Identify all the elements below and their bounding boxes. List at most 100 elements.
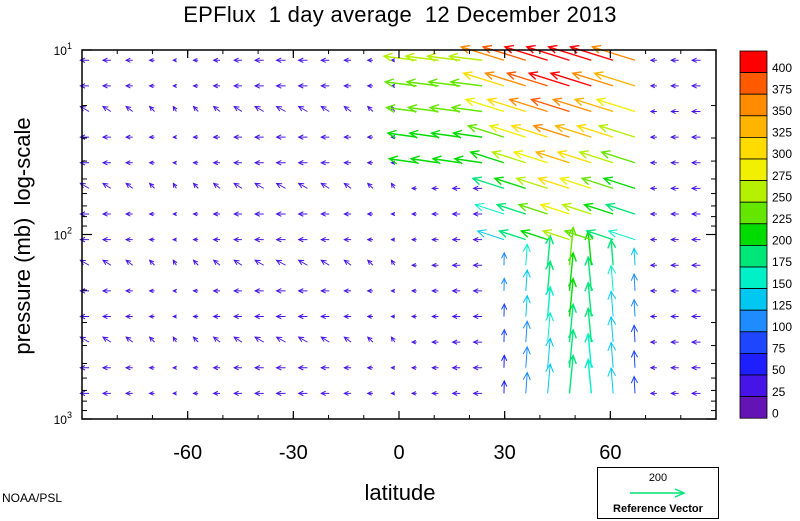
flux-vector	[367, 183, 374, 189]
flux-vector-head	[405, 78, 416, 88]
colorbar-box	[739, 244, 768, 268]
flux-vector	[562, 204, 592, 215]
flux-vector-head	[233, 259, 240, 266]
flux-vector	[452, 106, 483, 113]
flux-vector	[298, 182, 308, 189]
colorbar: 4003753503253002752502252001751501251007…	[739, 50, 792, 420]
flux-vector-head	[79, 288, 86, 294]
flux-vector	[344, 106, 352, 112]
flux-vector	[592, 46, 636, 61]
flux-vector-head	[472, 262, 479, 268]
flux-vector-head	[670, 57, 676, 63]
flux-vector-head	[522, 268, 531, 278]
flux-vector-head	[431, 211, 437, 217]
chart-title: EPFlux 1 day average 12 December 2013	[183, 2, 617, 27]
flux-vector-head	[320, 390, 326, 397]
flux-vector-head	[79, 236, 86, 243]
flux-vector-head	[488, 123, 500, 133]
flux-vector	[535, 151, 570, 164]
flux-vector-head	[607, 238, 617, 249]
flux-vector	[608, 230, 636, 241]
flux-vector-head	[79, 83, 86, 89]
flux-vector	[547, 312, 551, 343]
flux-vector	[233, 336, 243, 343]
flux-vector	[472, 177, 505, 190]
flux-vector-head	[343, 336, 350, 342]
flux-vector	[633, 248, 636, 266]
flux-vector-head	[233, 160, 239, 166]
flux-vector-head	[649, 83, 656, 89]
flux-vector-head	[649, 339, 656, 345]
flux-vector	[603, 177, 636, 190]
flux-vector	[430, 106, 461, 113]
flux-vector-head	[148, 83, 154, 89]
reference-vector-label: Reference Vector	[613, 503, 703, 515]
flux-vector	[542, 230, 570, 241]
flux-vector-head	[410, 288, 417, 294]
flux-vector-head	[600, 150, 611, 159]
flux-vector-head	[522, 345, 531, 355]
flux-vector	[531, 98, 570, 113]
flux-vector-head	[101, 237, 108, 243]
flux-vector-head	[297, 160, 304, 166]
flux-vector	[213, 336, 221, 343]
flux-vector-head	[501, 277, 508, 285]
flux-vector-head	[320, 288, 326, 294]
flux-vector	[546, 261, 551, 291]
flux-vector-head	[670, 288, 676, 294]
flux-vector-head	[501, 328, 508, 336]
flux-vector-head	[275, 105, 283, 112]
flux-vector-head	[148, 57, 154, 63]
flux-vector-head	[297, 182, 305, 189]
colorbar-box	[739, 352, 768, 376]
flux-vector-head	[472, 339, 479, 345]
reference-vector-value: 200	[648, 472, 668, 484]
flux-vector-head	[148, 211, 154, 217]
flux-vector-head	[343, 390, 349, 396]
flux-vector-head	[427, 78, 438, 88]
flux-vector-head	[192, 391, 198, 396]
flux-vector-head	[595, 97, 606, 107]
flux-vector-head	[406, 104, 418, 114]
flux-vector	[389, 158, 417, 164]
flux-vector-head	[649, 160, 656, 166]
flux-vector-head	[148, 237, 154, 242]
flux-vector	[528, 72, 570, 87]
flux-vector	[550, 72, 592, 87]
flux-vector	[102, 106, 112, 112]
flux-vector	[453, 132, 483, 138]
flux-vector-head	[233, 182, 240, 189]
flux-vector-head	[101, 83, 108, 89]
flux-vector-head	[254, 259, 261, 266]
flux-vector-head	[431, 288, 437, 294]
flux-vector-head	[297, 365, 304, 371]
flux-vector-head	[125, 259, 132, 265]
flux-vector	[492, 151, 527, 164]
flux-vector-head	[192, 365, 198, 371]
flux-vector-head	[343, 134, 349, 140]
flux-vector-head	[101, 288, 108, 294]
flux-vector-head	[366, 336, 373, 342]
flux-vector-head	[390, 211, 396, 217]
flux-vector-head	[343, 211, 349, 217]
flux-vector	[610, 265, 614, 291]
flux-vector-head	[536, 176, 548, 186]
flux-vector-head	[343, 182, 350, 189]
flux-vector	[525, 346, 528, 368]
colorbar-label: 300	[772, 147, 792, 161]
flux-vector-head	[690, 339, 697, 345]
flux-vector-head	[527, 71, 539, 80]
flux-vector-head	[253, 211, 260, 217]
flux-vector	[572, 72, 614, 87]
flux-vector-head	[410, 365, 417, 370]
flux-vector	[526, 46, 570, 61]
flux-vector-head	[486, 97, 497, 107]
flux-vector	[633, 325, 636, 343]
flux-vector-head	[124, 160, 131, 166]
flux-vector-head	[101, 160, 108, 166]
flux-vector-head	[275, 160, 282, 166]
flux-vector	[514, 151, 548, 164]
flux-vector-head	[172, 391, 177, 396]
flux-vector-head	[670, 339, 676, 345]
